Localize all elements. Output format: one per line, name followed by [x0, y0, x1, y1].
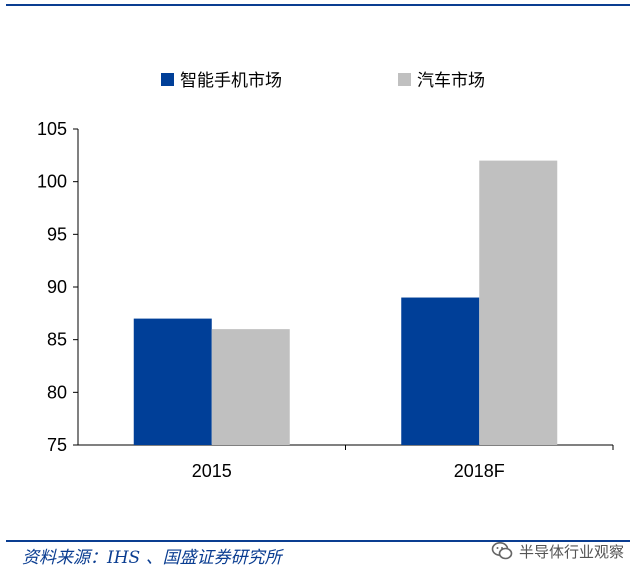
y-tick-label: 85 [47, 330, 67, 350]
y-tick-label: 100 [37, 172, 67, 192]
legend-label: 智能手机市场 [180, 71, 282, 91]
source-note: 资料来源：IHS 、国盛证券研究所 [22, 548, 282, 568]
x-tick-label: 2015 [192, 461, 232, 481]
y-tick-label: 95 [47, 224, 67, 244]
legend: 智能手机市场 汽车市场 [161, 71, 485, 91]
legend-swatch [161, 73, 174, 86]
bars [133, 160, 558, 445]
x-tick-label: 2018F [454, 461, 505, 481]
wechat-icon [491, 542, 513, 560]
y-axis: 75 80 85 90 95 100 105 [37, 119, 79, 455]
legend-swatch [398, 73, 411, 86]
top-rule [6, 4, 630, 6]
x-axis: 2015 2018F [78, 444, 614, 481]
legend-label: 汽车市场 [417, 71, 485, 91]
bar-automotive-2015 [211, 329, 290, 445]
bar-smartphone-2018F [401, 297, 480, 445]
bar-smartphone-2015 [133, 318, 212, 445]
bar-chart: 智能手机市场 汽车市场 75 80 85 90 95 100 105 2015 2018F [37, 71, 614, 481]
watermark: 半导体行业观察 [491, 540, 624, 562]
bottom-rule [6, 540, 630, 542]
y-tick-label: 80 [47, 382, 67, 402]
y-tick-label: 90 [47, 277, 67, 297]
y-tick-label: 75 [47, 435, 67, 455]
watermark-text: 半导体行业观察 [518, 542, 624, 561]
bar-automotive-2018F [479, 160, 558, 445]
y-tick-label: 105 [37, 119, 67, 139]
